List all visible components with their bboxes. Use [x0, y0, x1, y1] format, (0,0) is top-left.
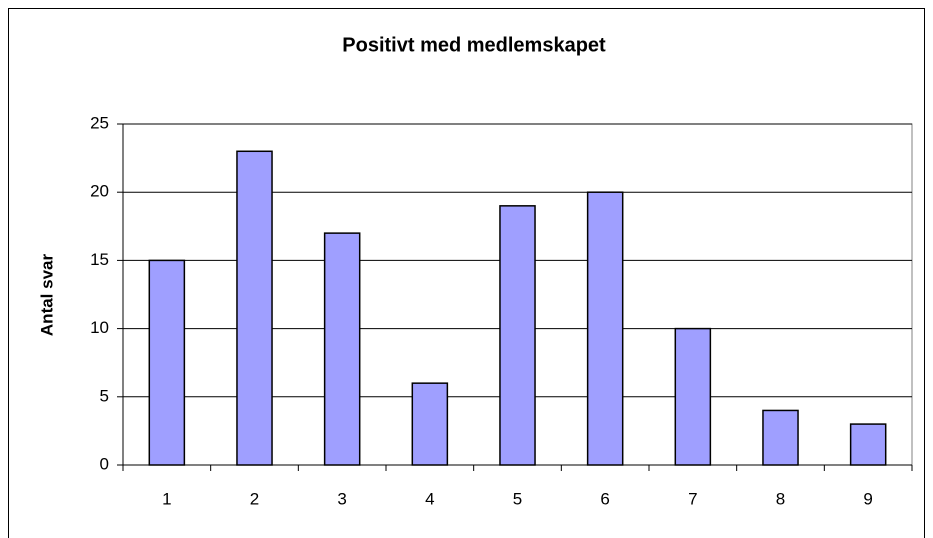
bar	[762, 409, 799, 466]
bar	[674, 327, 712, 466]
x-tick-label: 2	[250, 489, 259, 508]
bar	[586, 191, 624, 466]
y-tick-label: 15	[90, 250, 109, 269]
bar	[236, 150, 273, 466]
bar	[411, 382, 449, 466]
bar	[849, 423, 887, 466]
x-tick-label: 7	[688, 489, 697, 508]
x-tick-label: 9	[863, 489, 872, 508]
bar	[323, 232, 361, 466]
y-tick-label: 0	[100, 454, 109, 473]
x-tick-label: 5	[513, 489, 522, 508]
y-tick-label: 25	[90, 113, 109, 132]
y-axis-label: Antal svar	[37, 254, 56, 337]
x-tick-label: 6	[600, 489, 609, 508]
x-tick-label: 3	[337, 489, 346, 508]
x-tick-label: 1	[162, 489, 171, 508]
y-tick-label: 5	[100, 386, 109, 405]
x-tick-label: 8	[776, 489, 785, 508]
bar	[148, 259, 186, 466]
y-tick-label: 10	[90, 318, 109, 337]
x-tick-label: 4	[425, 489, 434, 508]
y-tick-label: 20	[90, 182, 109, 201]
chart-title: Positivt med medlemskapet	[342, 34, 606, 56]
bar	[499, 205, 536, 466]
